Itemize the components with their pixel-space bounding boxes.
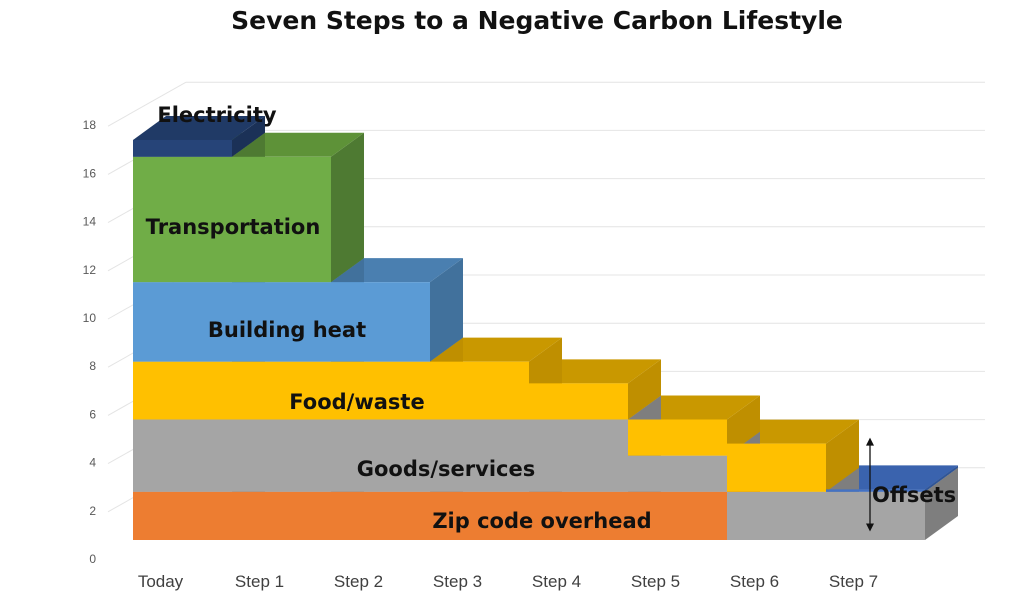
x-tick-label: Step 5: [631, 572, 680, 591]
bar-top-electricity: [133, 115, 265, 140]
y-tick-label: 4: [89, 456, 96, 470]
bar-food-waste: [529, 383, 628, 420]
bar-goods-services: [232, 419, 331, 492]
bar-side-electricity: [232, 115, 265, 157]
bar-side-offsets: [925, 465, 958, 492]
x-tick-label: Step 7: [829, 572, 878, 591]
bar-goods-services: [826, 491, 925, 540]
offsets-arrowhead-down: [866, 523, 874, 532]
label-offsets: Offsets: [872, 483, 956, 507]
bar-side-food-waste: [826, 419, 859, 492]
bar-transportation: [232, 156, 331, 283]
bar-zip-code-overhead: [331, 491, 430, 540]
label-zip-code-overhead: Zip code overhead: [432, 509, 651, 533]
bar-food-waste: [331, 361, 430, 420]
bar-side-goods-services: [925, 467, 958, 540]
label-transportation: Transportation: [146, 215, 321, 239]
bar-food-waste: [232, 361, 331, 420]
label-goods-services: Goods/services: [357, 457, 535, 481]
offsets-arrowhead-up: [866, 437, 874, 446]
bar-electricity: [133, 139, 232, 157]
bar-goods-services: [727, 491, 826, 540]
x-tick-label: Step 2: [334, 572, 383, 591]
y-tick-label: 6: [89, 407, 96, 421]
bar-offsets: [826, 489, 925, 492]
label-electricity: Electricity: [157, 103, 277, 127]
bar-goods-services: [133, 419, 232, 492]
bar-food-waste: [628, 419, 727, 456]
gridline-diagonal: [107, 81, 187, 127]
bar-zip-code-overhead: [430, 491, 529, 540]
y-tick-label: 14: [83, 215, 97, 229]
chart-title: Seven Steps to a Negative Carbon Lifesty…: [231, 6, 843, 35]
y-tick-label: 8: [89, 359, 96, 373]
bar-food-waste: [727, 443, 826, 492]
x-tick-label: Step 6: [730, 572, 779, 591]
label-food-waste: Food/waste: [289, 390, 424, 414]
bar-zip-code-overhead: [628, 491, 727, 540]
y-tick-label: 0: [89, 552, 96, 566]
bar-transportation: [133, 156, 232, 283]
y-tick-label: 2: [89, 504, 96, 518]
bar-zip-code-overhead: [529, 491, 628, 540]
y-tick-label: 18: [83, 118, 97, 132]
x-tick-label: Today: [138, 572, 184, 591]
bar-zip-code-overhead: [133, 491, 232, 540]
y-tick-label: 16: [83, 166, 97, 180]
bar-food-waste: [430, 361, 529, 420]
label-building-heat: Building heat: [208, 318, 366, 342]
y-tick-label: 10: [83, 311, 97, 325]
x-tick-label: Step 1: [235, 572, 284, 591]
bar-side-transportation: [331, 132, 364, 283]
bar-side-food-waste: [727, 395, 760, 456]
bar-goods-services: [529, 419, 628, 492]
x-tick-label: Step 3: [433, 572, 482, 591]
bar-building-heat: [133, 282, 232, 362]
bar-food-waste: [133, 361, 232, 420]
bar-zip-code-overhead: [232, 491, 331, 540]
bar-side-food-waste: [628, 359, 661, 420]
bar-side-building-heat: [430, 258, 463, 362]
bar-goods-services: [628, 455, 727, 492]
bar-building-heat: [232, 282, 331, 362]
bar-goods-services: [331, 419, 430, 492]
y-tick-label: 12: [83, 263, 97, 277]
bar-building-heat: [331, 282, 430, 362]
bar-goods-services: [430, 419, 529, 492]
x-tick-label: Step 4: [532, 572, 581, 591]
